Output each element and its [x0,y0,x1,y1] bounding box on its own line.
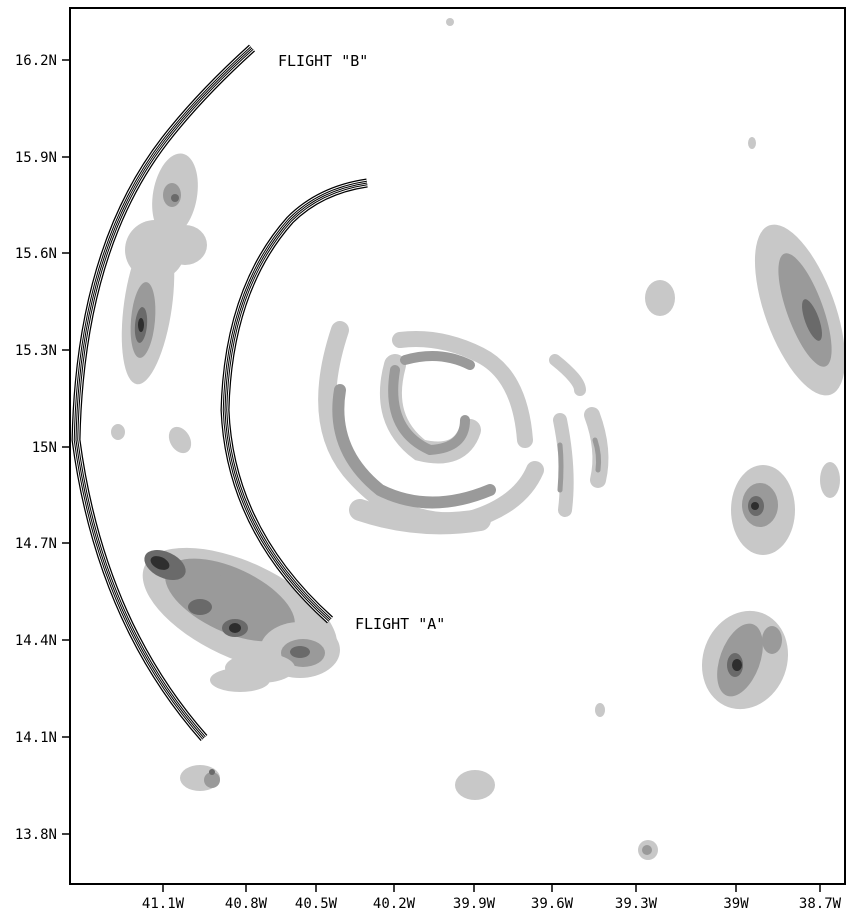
precip-cell [229,623,241,633]
y-tick-label: 15N [32,440,57,456]
precip-cell [111,424,125,440]
y-tick-label: 14.7N [15,536,57,552]
x-tick-label: 38.7W [799,896,842,912]
flight-a-label: FLIGHT "A" [355,615,445,633]
x-tick-label: 41.1W [142,896,185,912]
precip-cell [163,183,181,207]
flight-b-track [71,44,256,741]
y-tick-label: 15.9N [15,150,57,166]
y-tick-label: 14.1N [15,730,57,746]
flight-a-track [220,178,368,624]
rainband [392,331,533,448]
precip-cell [204,772,220,788]
precip-cell [642,845,652,855]
rainband [318,321,544,531]
precip-cell [138,318,144,332]
y-tick-label: 13.8N [15,827,57,843]
precip-cell [645,280,675,316]
rainband [388,365,470,456]
precip-cell [455,770,495,800]
precip-cell [167,565,243,615]
flight-tracks [71,44,368,741]
precipitation-shading [111,18,846,860]
rainband [349,499,491,535]
rainband [553,413,574,517]
precip-cell [751,502,759,510]
map-frame [69,7,846,885]
precip-cell [188,599,212,615]
x-tick-label: 39W [723,896,749,912]
y-tick-label: 15.3N [15,343,57,359]
precip-cell [762,626,782,654]
precip-cell [210,668,270,692]
precip-cell [290,646,310,658]
x-tick-label: 40.5W [295,896,338,912]
precip-cell [168,426,192,454]
precip-cell [820,462,840,498]
rainband [549,354,586,396]
precip-cell [163,225,207,265]
precip-cell [150,556,170,570]
latitude-axis: 16.2N 15.9N 15.6N 15.3N 15N 14.7N 14.4N 14.1N 13… [15,53,70,843]
y-tick-label: 14.4N [15,633,57,649]
x-tick-label: 39.6W [531,896,574,912]
rainband [332,384,496,509]
precip-cell [446,18,454,26]
y-tick-label: 15.6N [15,246,57,262]
x-tick-label: 39.9W [453,896,496,912]
precip-cell [171,194,179,202]
precip-cell [209,769,215,775]
flight-b-label: FLIGHT "B" [278,52,368,70]
y-tick-label: 16.2N [15,53,57,69]
precip-cell [748,137,756,149]
x-tick-label: 39.3W [615,896,658,912]
x-tick-label: 40.2W [373,896,416,912]
rainband [557,442,564,493]
rainband [400,351,475,370]
longitude-axis: 41.1W 40.8W 40.5W 40.2W 39.9W 39.6W 39.3W 39W 38… [142,884,842,912]
x-tick-label: 40.8W [225,896,268,912]
precip-cell [732,659,742,671]
rainband [584,407,609,488]
precip-cell [595,703,605,717]
rainband [592,437,602,473]
precip-cell [809,320,821,340]
